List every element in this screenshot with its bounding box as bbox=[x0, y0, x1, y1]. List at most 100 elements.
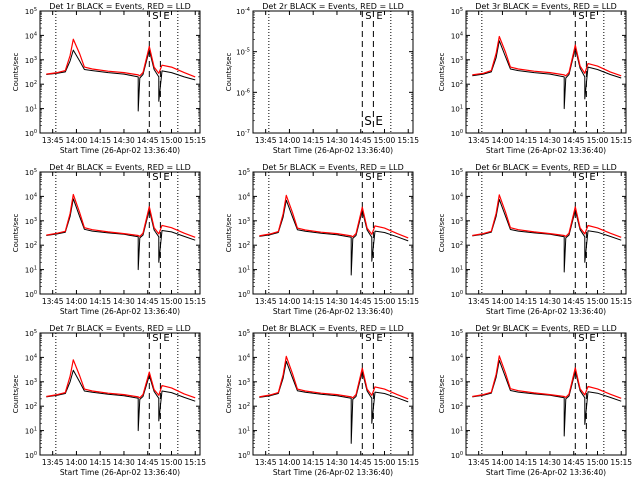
y-tick-label: 10-5 bbox=[236, 48, 250, 57]
y-tick-label: 10-4 bbox=[236, 7, 250, 16]
x-tick-label: 14:00 bbox=[279, 458, 301, 467]
panel-9: S E 13:45 14:00 14:15 14:30 14:45 15:00 15:15 100… bbox=[438, 324, 632, 477]
x-tick-label: 14:00 bbox=[492, 136, 514, 145]
marker-label-e: E bbox=[589, 333, 595, 344]
y-tick-label: 104 bbox=[238, 192, 250, 201]
marker-label-s: S bbox=[365, 172, 371, 183]
y-tick-label: 100 bbox=[451, 290, 463, 299]
x-tick-label: 14:30 bbox=[326, 297, 348, 306]
marker-label-e: E bbox=[163, 333, 169, 344]
x-tick-label: 13:45 bbox=[255, 297, 277, 306]
x-tick-label: 15:00 bbox=[374, 136, 396, 145]
y-tick-label: 105 bbox=[451, 168, 463, 177]
series-lld-line bbox=[46, 359, 196, 399]
y-tick-label: 10-6 bbox=[236, 88, 250, 97]
x-tick-label: 15:00 bbox=[587, 458, 609, 467]
series-lld-line bbox=[472, 355, 622, 399]
marker-label-e: E bbox=[163, 172, 169, 183]
y-tick-label: 101 bbox=[451, 266, 463, 275]
x-tick-label: 14:00 bbox=[492, 297, 514, 306]
x-axis-label: Start Time (26-Apr-02 13:36:40) bbox=[60, 307, 180, 316]
y-axis-label: Counts/sec bbox=[12, 53, 20, 92]
x-tick-label: 14:15 bbox=[515, 297, 537, 306]
y-tick-label: 101 bbox=[451, 105, 463, 114]
y-tick-label: 105 bbox=[238, 329, 250, 338]
y-tick-label: 105 bbox=[25, 329, 37, 338]
panel-8: S E 13:45 14:00 14:15 14:30 14:45 15:00 15:15 100… bbox=[225, 324, 419, 477]
x-tick-label: 15:15 bbox=[184, 136, 206, 145]
x-tick-label: 14:00 bbox=[66, 297, 88, 306]
panel-title: Det 7r BLACK = Events, RED = LLD bbox=[49, 324, 191, 333]
x-tick-label: 15:15 bbox=[610, 458, 632, 467]
series-lld-line bbox=[46, 193, 196, 238]
x-tick-label: 14:45 bbox=[563, 136, 585, 145]
y-tick-label: 104 bbox=[25, 192, 37, 201]
y-axis-label: Counts/sec bbox=[225, 53, 233, 92]
series-events-line bbox=[46, 198, 196, 271]
marker-label-s: S bbox=[578, 333, 584, 344]
panel-title: Det 1r BLACK = Events, RED = LLD bbox=[49, 2, 191, 11]
y-tick-label: 105 bbox=[25, 168, 37, 177]
panel-title: Det 8r BLACK = Events, RED = LLD bbox=[262, 324, 404, 333]
y-tick-label: 103 bbox=[25, 56, 37, 65]
x-tick-label: 13:45 bbox=[42, 458, 64, 467]
x-tick-label: 15:00 bbox=[374, 458, 396, 467]
marker-label-e: E bbox=[163, 11, 169, 22]
x-tick-label: 15:00 bbox=[161, 458, 183, 467]
y-tick-label: 104 bbox=[451, 192, 463, 201]
x-axis-label: Start Time (26-Apr-02 13:36:40) bbox=[486, 468, 606, 477]
panel-title: Det 9r BLACK = Events, RED = LLD bbox=[475, 324, 617, 333]
y-tick-label: 101 bbox=[451, 427, 463, 436]
y-tick-label: 100 bbox=[451, 451, 463, 460]
marker-label-e: E bbox=[589, 11, 595, 22]
y-tick-label: 103 bbox=[238, 378, 250, 387]
y-tick-label: 102 bbox=[25, 80, 37, 89]
y-tick-label: 100 bbox=[238, 290, 250, 299]
x-tick-label: 13:45 bbox=[255, 458, 277, 467]
x-tick-label: 15:15 bbox=[397, 458, 419, 467]
x-tick-label: 14:45 bbox=[137, 136, 159, 145]
y-tick-label: 104 bbox=[25, 31, 37, 40]
x-tick-label: 14:30 bbox=[113, 297, 135, 306]
x-tick-label: 13:45 bbox=[255, 136, 277, 145]
plot-frame bbox=[39, 332, 201, 456]
marker-label-lower-e: E bbox=[375, 114, 383, 128]
x-tick-label: 15:00 bbox=[161, 136, 183, 145]
y-tick-label: 102 bbox=[238, 402, 250, 411]
x-tick-label: 13:45 bbox=[42, 136, 64, 145]
panel-1: S E 13:45 14:00 14:15 14:30 14:45 15:00 15:15 100… bbox=[12, 2, 206, 155]
x-tick-label: 14:15 bbox=[515, 136, 537, 145]
y-axis-label: Counts/sec bbox=[438, 53, 446, 92]
plot-frame bbox=[252, 171, 414, 295]
series-lld-line bbox=[46, 38, 196, 78]
marker-label-e: E bbox=[376, 172, 382, 183]
y-tick-label: 101 bbox=[25, 266, 37, 275]
x-tick-label: 14:15 bbox=[89, 458, 111, 467]
panel-title: Det 5r BLACK = Events, RED = LLD bbox=[262, 163, 404, 172]
y-tick-label: 105 bbox=[238, 168, 250, 177]
x-axis-label: Start Time (26-Apr-02 13:36:40) bbox=[60, 468, 180, 477]
x-axis-label: Start Time (26-Apr-02 13:36:40) bbox=[486, 146, 606, 155]
x-tick-label: 14:15 bbox=[302, 297, 324, 306]
marker-label-lower-s: S bbox=[364, 114, 372, 128]
x-tick-label: 14:30 bbox=[326, 458, 348, 467]
y-tick-label: 100 bbox=[25, 451, 37, 460]
series-events-line bbox=[472, 359, 622, 437]
y-axis-label: Counts/sec bbox=[12, 375, 20, 414]
x-tick-label: 14:45 bbox=[137, 297, 159, 306]
y-tick-label: 104 bbox=[238, 353, 250, 362]
marker-label-s: S bbox=[152, 333, 158, 344]
x-tick-label: 14:30 bbox=[539, 458, 561, 467]
x-tick-label: 14:00 bbox=[279, 136, 301, 145]
panel-7: S E 13:45 14:00 14:15 14:30 14:45 15:00 15:15 100… bbox=[12, 324, 206, 477]
marker-label-s: S bbox=[152, 11, 158, 22]
x-tick-label: 14:45 bbox=[563, 297, 585, 306]
x-tick-label: 15:15 bbox=[184, 297, 206, 306]
series-events-line bbox=[46, 369, 196, 432]
plot-frame bbox=[465, 171, 627, 295]
x-tick-label: 14:00 bbox=[66, 458, 88, 467]
y-tick-label: 102 bbox=[238, 241, 250, 250]
y-tick-label: 100 bbox=[25, 290, 37, 299]
x-tick-label: 14:30 bbox=[539, 297, 561, 306]
